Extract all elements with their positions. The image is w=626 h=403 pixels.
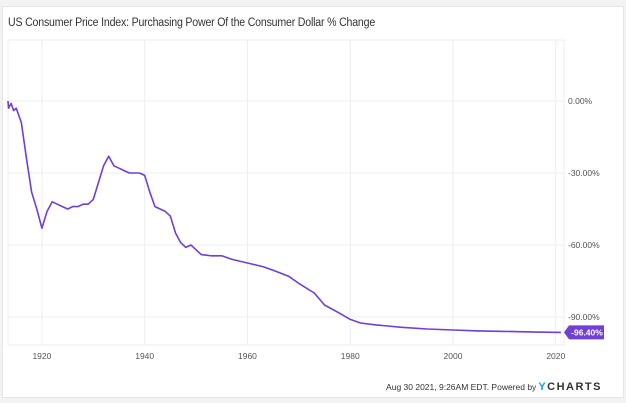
plot-area [7,39,565,346]
x-tick-label: 2000 [444,351,463,361]
timestamp: Aug 30 2021, 9:26AM EDT. Powered by [386,382,537,392]
x-tick-label: 2020 [546,351,565,361]
y-tick-label: 0.00% [568,96,593,106]
chart-title: US Consumer Price Index: Purchasing Powe… [8,17,376,29]
y-tick-label: -90.00% [568,312,600,322]
x-tick-label: 1960 [238,351,257,361]
x-tick-label: 1920 [32,351,51,361]
chart-card [2,6,624,398]
x-tick-label: 1980 [341,351,360,361]
ycharts-logo[interactable]: YCHARTS [538,381,602,393]
footer: Aug 30 2021, 9:26AM EDT. Powered by YCHA… [386,381,602,393]
end-value-label: -96.40% [571,327,603,337]
end-value-tag [564,325,604,340]
x-tick-label: 1940 [135,351,154,361]
series-line [7,100,561,334]
y-tick-label: -30.00% [568,168,600,178]
y-tick-label: -60.00% [568,240,600,250]
